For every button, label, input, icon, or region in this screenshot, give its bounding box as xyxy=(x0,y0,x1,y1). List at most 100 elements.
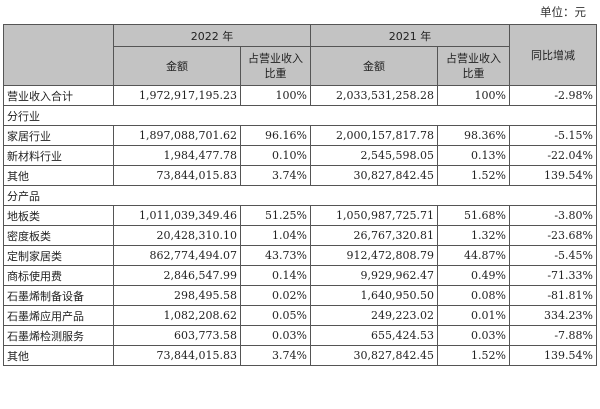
yoy-change: -7.88% xyxy=(509,325,597,346)
amount-2021: 1,050,987,725.71 xyxy=(310,205,438,226)
row-label: 新材料行业 xyxy=(3,145,114,166)
amount-2022: 862,774,494.07 xyxy=(113,245,241,266)
table-row: 家居行业 1,897,088,701.62 96.16% 2,000,157,8… xyxy=(3,125,597,146)
table-row: 商标使用费 2,846,547.99 0.14% 9,929,962.47 0.… xyxy=(3,265,597,286)
ratio-2021: 100% xyxy=(437,85,510,106)
amount-2022: 1,082,208.62 xyxy=(113,305,241,326)
amount-2021: 249,223.02 xyxy=(310,305,438,326)
ratio-2022: 1.04% xyxy=(240,225,311,246)
total-row: 营业收入合计 1,972,917,195.23 100% 2,033,531,2… xyxy=(3,85,597,106)
ratio-2021: 0.03% xyxy=(437,325,510,346)
amount-2022: 603,773.58 xyxy=(113,325,241,346)
table-row: 石墨烯应用产品 1,082,208.62 0.05% 249,223.02 0.… xyxy=(3,305,597,326)
yoy-change: 139.54% xyxy=(509,165,597,186)
ratio-2022: 0.03% xyxy=(240,325,311,346)
header-ratio-line2: 比重 xyxy=(462,67,485,80)
ratio-2021: 1.32% xyxy=(437,225,510,246)
amount-2022: 20,428,310.10 xyxy=(113,225,241,246)
amount-2021: 1,640,950.50 xyxy=(310,285,438,306)
header-amount-2022: 金额 xyxy=(113,46,241,86)
ratio-2021: 51.68% xyxy=(437,205,510,226)
row-label: 石墨烯检测服务 xyxy=(3,325,114,346)
yoy-change: -5.45% xyxy=(509,245,597,266)
row-label: 商标使用费 xyxy=(3,265,114,286)
table-row: 石墨烯制备设备 298,495.58 0.02% 1,640,950.50 0.… xyxy=(3,285,597,306)
unit-label: 单位：元 xyxy=(540,5,586,19)
header-blank-cell xyxy=(3,24,114,86)
ratio-2021: 98.36% xyxy=(437,125,510,146)
amount-2021: 912,472,808.79 xyxy=(310,245,438,266)
yoy-change: 334.23% xyxy=(509,305,597,326)
ratio-2021: 0.08% xyxy=(437,285,510,306)
amount-2022: 2,846,547.99 xyxy=(113,265,241,286)
header-ratio-line1: 占营业收入 xyxy=(446,52,501,65)
row-label: 家居行业 xyxy=(3,125,114,146)
header-ratio-line1: 占营业收入 xyxy=(248,52,303,65)
table-row: 地板类 1,011,039,349.46 51.25% 1,050,987,72… xyxy=(3,205,597,226)
row-label: 石墨烯应用产品 xyxy=(3,305,114,326)
revenue-table: 2022 年 2021 年 同比增减 金额 占营业收入 比重 金额 占营业收入 … xyxy=(3,24,597,366)
amount-2021: 2,000,157,817.78 xyxy=(310,125,438,146)
amount-2021: 9,929,962.47 xyxy=(310,265,438,286)
header-ratio-2022: 占营业收入 比重 xyxy=(240,46,311,86)
amount-2021: 30,827,842.45 xyxy=(310,345,438,366)
ratio-2021: 1.52% xyxy=(437,345,510,366)
header-year-2022: 2022 年 xyxy=(113,24,311,47)
header-ratio-2021: 占营业收入 比重 xyxy=(437,46,510,86)
section-row-industry: 分行业 xyxy=(3,105,597,126)
yoy-change: -81.81% xyxy=(509,285,597,306)
section-row-product: 分产品 xyxy=(3,185,597,206)
ratio-2021: 0.01% xyxy=(437,305,510,326)
ratio-2022: 0.10% xyxy=(240,145,311,166)
ratio-2022: 3.74% xyxy=(240,165,311,186)
ratio-2021: 44.87% xyxy=(437,245,510,266)
table-row: 新材料行业 1,984,477.78 0.10% 2,545,598.05 0.… xyxy=(3,145,597,166)
amount-2021: 30,827,842.45 xyxy=(310,165,438,186)
yoy-change: 139.54% xyxy=(509,345,597,366)
amount-2022: 1,972,917,195.23 xyxy=(113,85,241,106)
amount-2022: 73,844,015.83 xyxy=(113,165,241,186)
amount-2022: 1,984,477.78 xyxy=(113,145,241,166)
row-label: 营业收入合计 xyxy=(3,85,114,106)
yoy-change: -3.80% xyxy=(509,205,597,226)
amount-2021: 26,767,320.81 xyxy=(310,225,438,246)
ratio-2022: 0.05% xyxy=(240,305,311,326)
ratio-2022: 96.16% xyxy=(240,125,311,146)
amount-2022: 1,897,088,701.62 xyxy=(113,125,241,146)
row-label: 密度板类 xyxy=(3,225,114,246)
header-amount-2021: 金额 xyxy=(310,46,438,86)
header-year-2021: 2021 年 xyxy=(310,24,510,47)
amount-2022: 73,844,015.83 xyxy=(113,345,241,366)
table-row: 其他 73,844,015.83 3.74% 30,827,842.45 1.5… xyxy=(3,165,597,186)
ratio-2022: 51.25% xyxy=(240,205,311,226)
yoy-change: -5.15% xyxy=(509,125,597,146)
table-row: 定制家居类 862,774,494.07 43.73% 912,472,808.… xyxy=(3,245,597,266)
ratio-2021: 0.13% xyxy=(437,145,510,166)
row-label: 石墨烯制备设备 xyxy=(3,285,114,306)
ratio-2022: 0.02% xyxy=(240,285,311,306)
ratio-2022: 100% xyxy=(240,85,311,106)
amount-2021: 2,033,531,258.28 xyxy=(310,85,438,106)
amount-2022: 298,495.58 xyxy=(113,285,241,306)
yoy-change: -22.04% xyxy=(509,145,597,166)
header-row-columns: 金额 占营业收入 比重 金额 占营业收入 比重 xyxy=(4,46,597,86)
yoy-change: -23.68% xyxy=(509,225,597,246)
amount-2021: 2,545,598.05 xyxy=(310,145,438,166)
yoy-change: -2.98% xyxy=(509,85,597,106)
section-title: 分产品 xyxy=(3,185,597,206)
header-ratio-line2: 比重 xyxy=(264,67,287,80)
ratio-2021: 1.52% xyxy=(437,165,510,186)
ratio-2022: 0.14% xyxy=(240,265,311,286)
ratio-2022: 3.74% xyxy=(240,345,311,366)
amount-2022: 1,011,039,349.46 xyxy=(113,205,241,226)
table-row: 其他 73,844,015.83 3.74% 30,827,842.45 1.5… xyxy=(3,345,597,366)
yoy-change: -71.33% xyxy=(509,265,597,286)
ratio-2022: 43.73% xyxy=(240,245,311,266)
table-row: 密度板类 20,428,310.10 1.04% 26,767,320.81 1… xyxy=(3,225,597,246)
header-row-years: 2022 年 2021 年 同比增减 xyxy=(3,24,597,86)
row-label: 其他 xyxy=(3,345,114,366)
section-title: 分行业 xyxy=(3,105,597,126)
row-label: 地板类 xyxy=(3,205,114,226)
row-label: 其他 xyxy=(3,165,114,186)
row-label: 定制家居类 xyxy=(3,245,114,266)
